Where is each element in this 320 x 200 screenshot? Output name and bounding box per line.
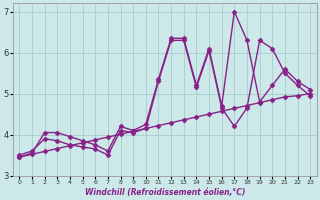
X-axis label: Windchill (Refroidissement éolien,°C): Windchill (Refroidissement éolien,°C) [84, 188, 245, 197]
